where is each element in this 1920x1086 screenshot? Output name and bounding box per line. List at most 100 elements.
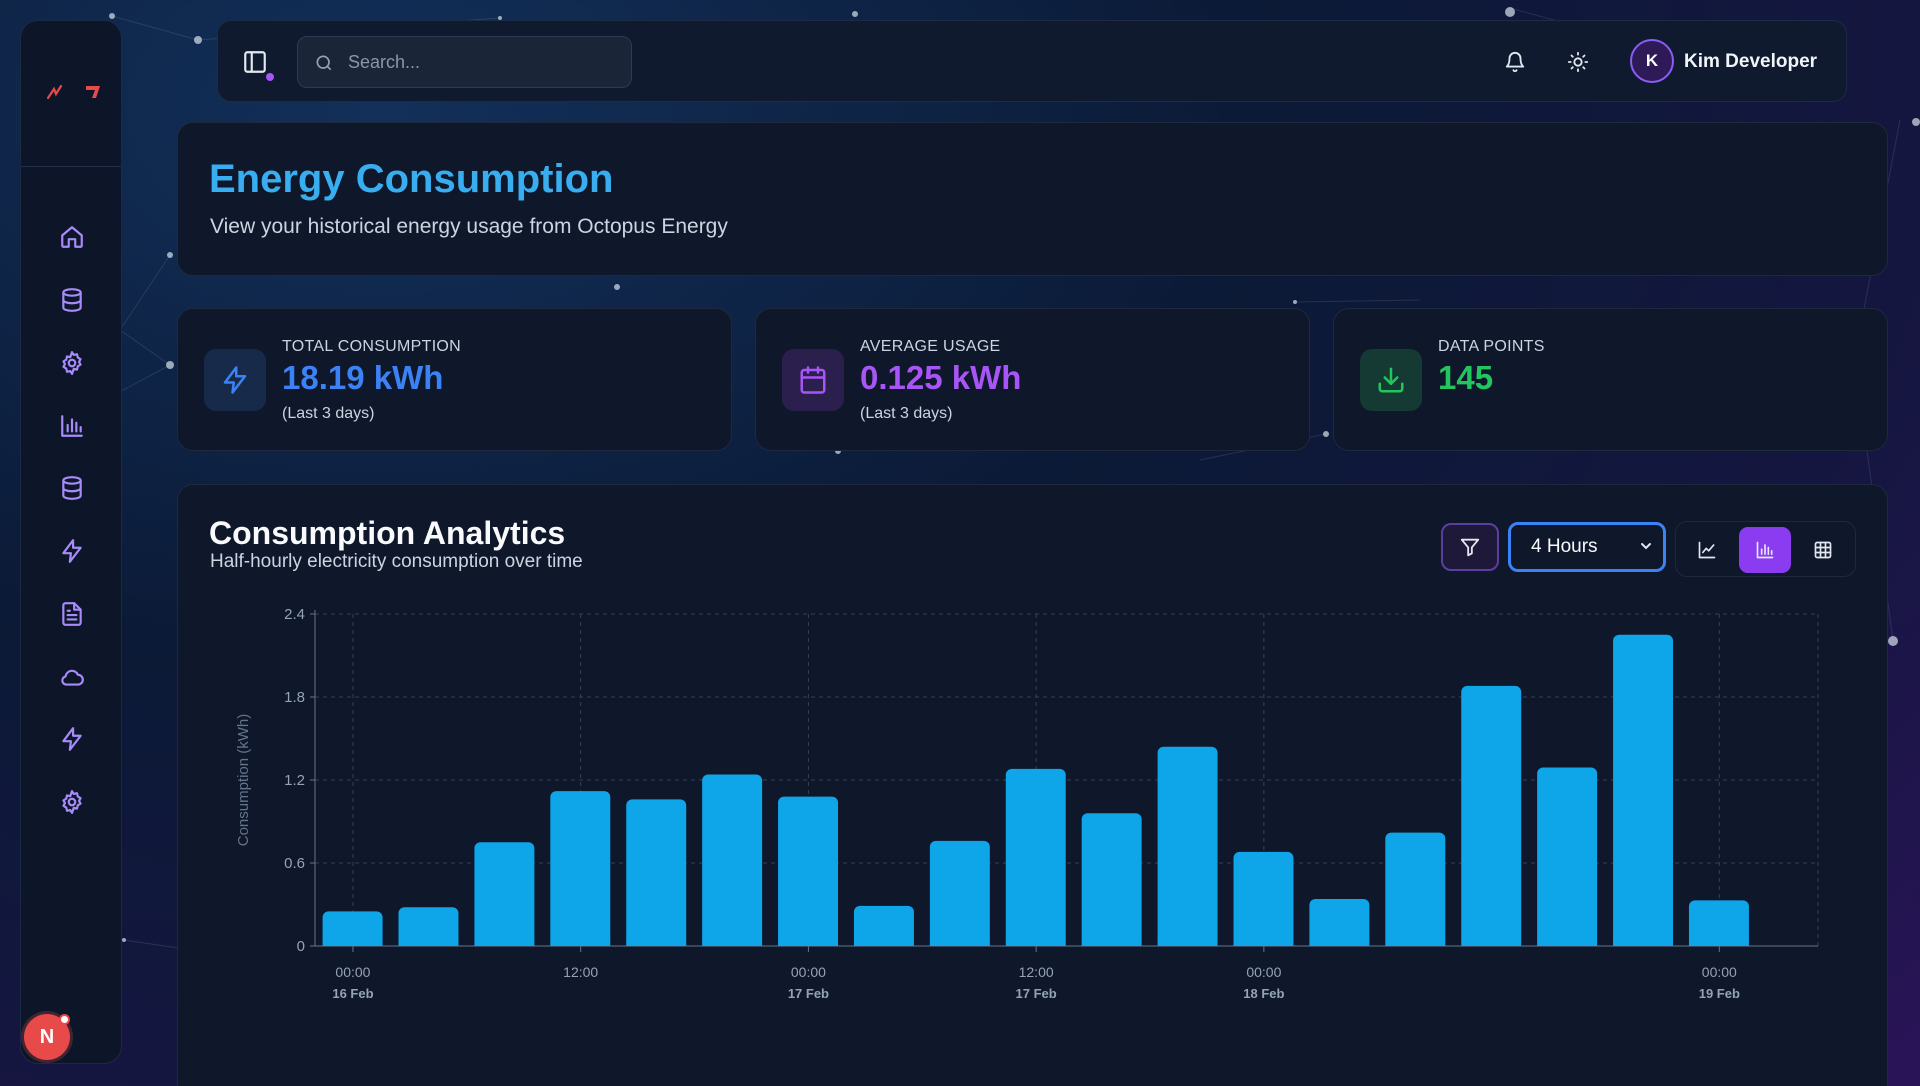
bar-base xyxy=(1385,940,1446,946)
status-dot xyxy=(266,73,274,81)
chevron-down-icon xyxy=(1641,543,1651,550)
user-name[interactable]: Kim Developer xyxy=(1684,51,1818,72)
page-header: Energy Consumption View your historical … xyxy=(177,122,1888,276)
sidebar-toggle-button[interactable] xyxy=(242,49,274,81)
sun-icon xyxy=(1567,51,1589,73)
document-icon xyxy=(62,602,82,626)
time-range-value: 4 Hours xyxy=(1531,536,1598,557)
bar xyxy=(778,796,839,946)
download-icon xyxy=(1378,367,1404,393)
sidebar-item-energy[interactable] xyxy=(52,531,92,571)
stat-value: 0.125 kWh xyxy=(860,359,1022,396)
bar xyxy=(550,791,611,946)
stat-note: (Last 3 days) xyxy=(860,405,953,422)
bar xyxy=(929,840,990,946)
filter-icon xyxy=(1460,538,1480,557)
consumption-chart: 0 0.6 1.2 1.8 2.4 Consumption (kWh) 00:00 16 Fe… xyxy=(235,606,1819,1001)
x-tick-label: 00:00 xyxy=(335,964,370,980)
bar-chart-icon xyxy=(1756,541,1774,559)
database-icon xyxy=(62,476,82,500)
bar xyxy=(1688,900,1749,946)
bar-base xyxy=(1005,940,1066,946)
bar-base xyxy=(853,940,914,946)
bar xyxy=(1233,851,1294,946)
stat-card-total-consumption: TOTAL CONSUMPTION 18.19 kWh (Last 3 days… xyxy=(177,308,732,451)
stat-icon-box xyxy=(204,349,266,411)
time-range-select[interactable]: 4 Hours xyxy=(1508,522,1666,572)
bar-view-button[interactable] xyxy=(1739,527,1791,573)
settings-icon xyxy=(62,351,82,375)
bar xyxy=(322,911,383,946)
bar xyxy=(1537,767,1598,946)
home-icon xyxy=(61,226,83,248)
x-tick-label: 12:00 xyxy=(563,964,598,980)
stat-icon-box xyxy=(782,349,844,411)
sidebar-item-data[interactable] xyxy=(52,468,92,508)
lightning-icon xyxy=(223,366,247,394)
sidebar-item-analytics[interactable] xyxy=(52,406,92,446)
y-tick-label: 1.2 xyxy=(284,772,305,789)
x-tick-date-label: 19 Feb xyxy=(1699,986,1740,1001)
bar-base xyxy=(1537,940,1598,946)
search-box[interactable] xyxy=(297,36,632,88)
lightning-icon xyxy=(62,727,82,751)
y-tick-label: 1.8 xyxy=(284,689,305,706)
stat-label: TOTAL CONSUMPTION xyxy=(282,338,462,355)
stat-label: DATA POINTS xyxy=(1438,338,1545,355)
bar-base xyxy=(322,940,383,946)
bar-base xyxy=(1081,940,1142,946)
stat-value: 145 xyxy=(1438,359,1494,396)
bar xyxy=(1005,768,1066,946)
cloud-icon xyxy=(61,669,84,686)
sidebar-item-settings[interactable] xyxy=(52,343,92,383)
x-tick-label: 00:00 xyxy=(791,964,826,980)
bar-base xyxy=(702,940,763,946)
bar xyxy=(474,842,535,946)
x-tick-label: 00:00 xyxy=(1246,964,1281,980)
bar-base xyxy=(474,940,535,946)
bar-base xyxy=(1309,940,1370,946)
sidebar-item-cloud[interactable] xyxy=(52,657,92,697)
theme-toggle-button[interactable] xyxy=(1564,48,1592,76)
bar xyxy=(626,799,687,946)
search-icon xyxy=(316,55,332,71)
bar-base xyxy=(1688,940,1749,946)
page-subtitle: View your historical energy usage from O… xyxy=(210,215,728,238)
search-input[interactable] xyxy=(348,37,618,87)
filter-button[interactable] xyxy=(1441,523,1499,571)
stat-value: 18.19 kWh xyxy=(282,359,444,396)
y-axis-label: Consumption (kWh) xyxy=(235,714,252,847)
lightning-icon xyxy=(62,539,82,563)
view-toggle-group xyxy=(1675,521,1856,577)
sidebar-item-home[interactable] xyxy=(52,217,92,257)
bar xyxy=(1309,898,1370,946)
sidebar-toggle-icon xyxy=(244,51,266,73)
bar-base xyxy=(398,940,459,946)
sidebar xyxy=(20,20,122,1064)
bar-base xyxy=(778,940,839,946)
settings-icon xyxy=(62,790,82,814)
bar xyxy=(1157,746,1218,946)
sidebar-item-database[interactable] xyxy=(52,280,92,320)
bar-base xyxy=(626,940,687,946)
sidebar-item-preferences[interactable] xyxy=(52,782,92,822)
sidebar-item-power[interactable] xyxy=(52,719,92,759)
bar xyxy=(1461,685,1522,946)
sidebar-item-documents[interactable] xyxy=(52,594,92,634)
page-title: Energy Consumption xyxy=(209,157,614,201)
table-view-button[interactable] xyxy=(1797,527,1849,573)
bar-chart-icon xyxy=(61,415,83,437)
bar xyxy=(398,907,459,946)
notifications-button[interactable] xyxy=(1501,48,1529,76)
x-tick-date-label: 18 Feb xyxy=(1243,986,1284,1001)
database-icon xyxy=(62,288,82,312)
y-tick-label: 2.4 xyxy=(284,606,305,623)
dev-tools-badge[interactable]: N xyxy=(24,1014,70,1060)
y-tick-label: 0.6 xyxy=(284,855,305,872)
stat-label: AVERAGE USAGE xyxy=(860,338,1001,355)
line-view-button[interactable] xyxy=(1681,527,1733,573)
stat-card-data-points: DATA POINTS 145 xyxy=(1333,308,1888,451)
sidebar-header xyxy=(21,21,121,167)
user-avatar[interactable]: K xyxy=(1630,39,1674,83)
brand-logo-icon[interactable] xyxy=(46,83,102,101)
